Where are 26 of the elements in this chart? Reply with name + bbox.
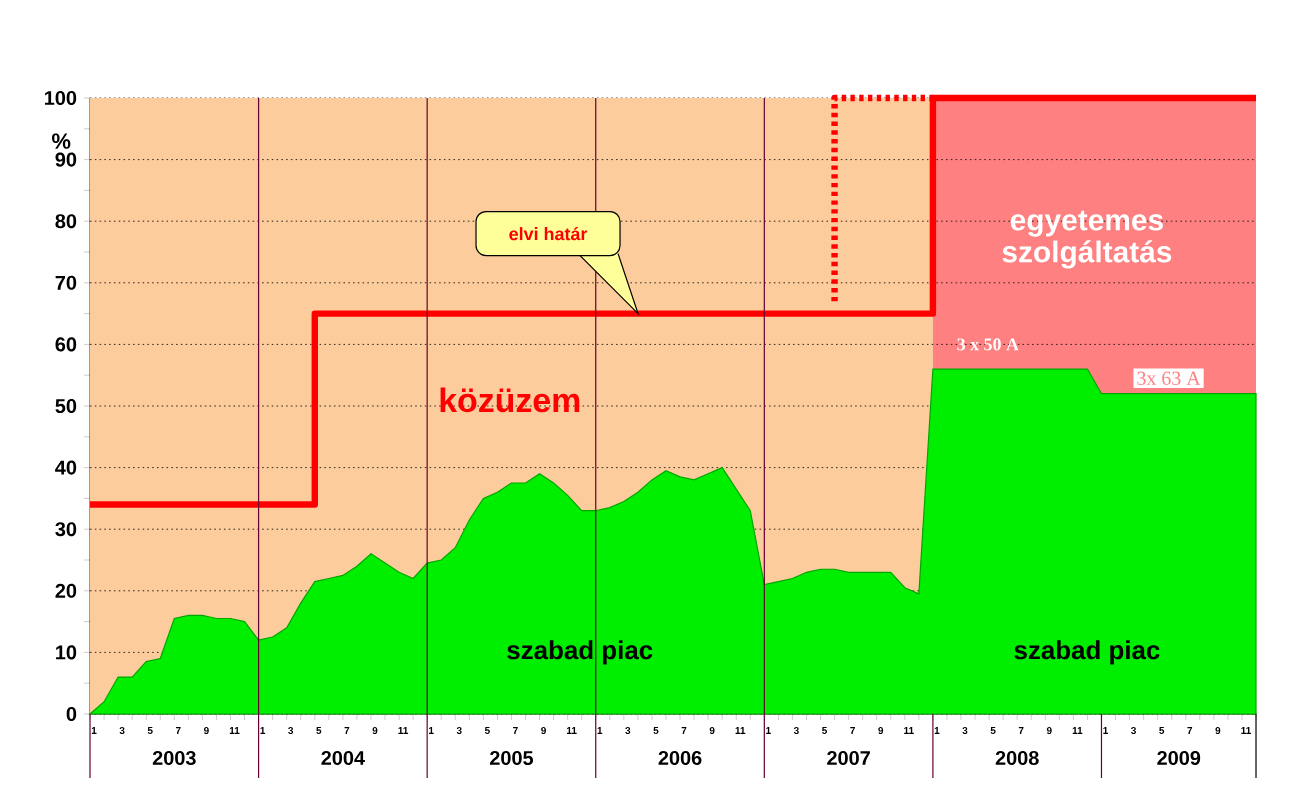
y-tick-label: 40	[55, 460, 77, 475]
annotation: egyetemes szolgáltatás	[1002, 210, 1172, 269]
y-tick-label: 60	[55, 337, 77, 352]
y-tick-label: 70	[55, 275, 77, 290]
annotation: elvi határ	[509, 226, 588, 241]
annotation: szabad piac	[507, 640, 653, 665]
text: 2004	[321, 750, 365, 766]
y-tick-label: 90	[55, 152, 77, 167]
y-tick-label: 0	[66, 706, 77, 722]
y-tick-label: 100	[44, 90, 77, 106]
y-tick-label: 50	[55, 398, 77, 414]
annotation: közüzem	[440, 387, 580, 413]
y-tick-label: 10	[56, 645, 77, 660]
annotation: 3x 63 A	[1137, 371, 1201, 385]
text: 2003	[152, 750, 196, 766]
y-axis-title: %	[52, 133, 71, 149]
annotation: 3 x 50 A	[957, 338, 1019, 351]
text: 2005	[489, 750, 534, 766]
annotation: szabad piac	[1014, 640, 1160, 665]
y-tick-label: 80	[55, 214, 77, 229]
text: 2009	[1157, 750, 1201, 766]
y-tick-label: 30	[55, 522, 77, 537]
text: 2008	[995, 750, 1039, 766]
y-tick-label: 20	[55, 583, 77, 598]
text: 2007	[827, 750, 870, 766]
text: 2006	[658, 750, 702, 766]
